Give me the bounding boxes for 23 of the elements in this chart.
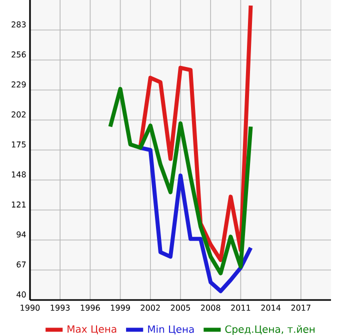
x-tick-label: 2011 [231, 304, 250, 311]
legend-label: Max Цена [68, 325, 116, 334]
legend-label: Сред.Цена, т.йен [225, 325, 315, 335]
x-tick-label: 2017 [291, 304, 310, 311]
x-tick-label: 1996 [80, 304, 100, 311]
x-tick-label: 2008 [201, 304, 220, 311]
x-tick-label: 2014 [261, 304, 281, 311]
x-tick-label: 2002 [140, 304, 160, 311]
y-tick-label: 121 [12, 202, 26, 208]
y-tick-label: 256 [12, 51, 26, 58]
legend-label: Min Цена [148, 325, 194, 334]
y-tick-label: 148 [12, 171, 26, 178]
y-tick-label: 175 [12, 142, 26, 148]
x-tick-label: 1993 [50, 304, 70, 311]
x-tick-label: 1999 [111, 304, 130, 311]
y-tick-label: 94 [16, 231, 26, 238]
y-tick-label: 283 [12, 21, 26, 28]
y-tick-label: 229 [12, 81, 26, 88]
y-tick-label: 202 [12, 111, 26, 118]
x-tick-label: 2005 [170, 304, 190, 311]
y-tick-label: 67 [16, 261, 26, 268]
x-tick-label: 1990 [20, 304, 40, 311]
y-tick-label: 40 [16, 291, 26, 298]
